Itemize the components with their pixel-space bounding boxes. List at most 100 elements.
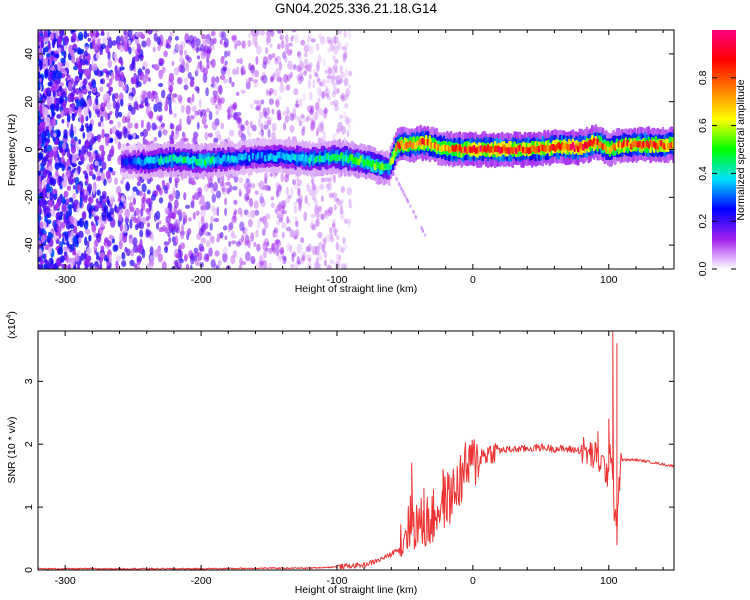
spectrogram-noise-cell: [317, 231, 323, 239]
spectrogram-noise-cell: [279, 30, 283, 37]
spectrogram-noise-cell: [99, 51, 103, 56]
spectrogram-noise-cell: [101, 161, 107, 171]
spectrogram-noise-cell: [234, 42, 238, 50]
spectrogram-noise-cell: [199, 262, 204, 268]
spectrogram-noise-cell: [118, 202, 123, 210]
spectrogram-noise-cell: [277, 254, 282, 261]
spectrogram-noise-cell: [61, 91, 67, 98]
spectrogram-noise-cell: [220, 31, 227, 41]
spectrogram-noise-cell: [264, 184, 270, 192]
spectrogram-noise-cell: [94, 160, 99, 167]
spectrogram-noise-cell: [318, 137, 321, 145]
snr-y-axis-title: SNR (10 * v/v): [6, 416, 18, 483]
spectrogram-noise-cell: [100, 172, 105, 182]
spectrogram-noise-cell: [67, 263, 71, 269]
spectrogram-noise-cell: [348, 198, 352, 204]
spectrogram-noise-cell: [308, 74, 312, 80]
spectrogram-noise-cell: [133, 216, 137, 223]
spectrogram-noise-cell: [141, 183, 147, 193]
spectrogram-noise-cell: [79, 127, 85, 132]
spectrogram-noise-cell: [285, 186, 289, 196]
spectrogram-noise-cell: [317, 97, 321, 103]
spectrogram-noise-cell: [76, 184, 81, 192]
spectrogram-noise-cell: [286, 49, 291, 56]
spectrogram-noise-cell: [276, 189, 281, 197]
spectrogram-noise-cell: [55, 169, 59, 177]
spectrogram-noise-cell: [257, 117, 261, 128]
spectrogram-noise-cell: [40, 234, 46, 243]
spectrogram-noise-cell: [256, 243, 261, 252]
spectrogram-noise-cell: [306, 185, 311, 192]
spectrogram-noise-cell: [92, 210, 96, 216]
spectrogram-noise-cell: [76, 57, 80, 65]
spectrogram-noise-cell: [50, 66, 55, 71]
spectrogram-noise-cell: [58, 175, 62, 186]
spectrogram-noise-cell: [94, 204, 100, 210]
spectrogram-noise-cell: [276, 186, 282, 191]
spectrogram-noise-cell: [171, 60, 175, 67]
spectrogram-noise-cell: [193, 132, 199, 139]
spectrogram-noise-cell: [262, 56, 268, 66]
spectrogram-noise-cell: [99, 144, 105, 152]
spectrogram-noise-cell: [184, 54, 190, 61]
spectrogram-noise-cell: [333, 35, 339, 44]
spectrogram-noise-cell: [195, 38, 201, 47]
spectrogram-noise-cell: [117, 121, 121, 128]
spectrogram-noise-cell: [108, 216, 113, 222]
spectrogram-noise-cell: [156, 185, 162, 192]
spectrogram-noise-cell: [99, 70, 104, 76]
colorbar-tick-label: 0.6: [697, 118, 709, 133]
spectrogram-noise-cell: [325, 233, 332, 243]
spectrogram-noise-cell: [295, 229, 300, 238]
spectrogram-noise-cell: [50, 51, 55, 56]
spectrogram-noise-cell: [60, 57, 66, 64]
spectrogram-noise-cell: [238, 264, 243, 269]
spectrogram-noise-cell: [70, 145, 76, 154]
spectrogram-noise-cell: [321, 91, 325, 100]
spectrogram-noise-cell: [145, 197, 152, 203]
spectrogram-noise-cell: [293, 183, 299, 190]
spectrogram-noise-cell: [38, 227, 41, 233]
spectrogram-noise-cell: [123, 30, 127, 35]
spectrogram-noise-cell: [110, 145, 115, 155]
spectrogram-noise-cell: [301, 251, 307, 261]
spectrogram-noise-cell: [61, 180, 67, 188]
spectrogram-noise-cell: [43, 145, 48, 154]
spectrogram-noise-cell: [215, 110, 219, 115]
spectrogram-noise-cell: [335, 260, 341, 269]
spectrogram-noise-cell: [332, 192, 338, 199]
snr-frame: [37, 330, 675, 571]
spectrogram-noise-cell: [207, 181, 211, 189]
colorbar-tick-label: 0.2: [697, 214, 709, 229]
spectrogram-noise-cell: [271, 123, 277, 132]
spectrogram-noise-cell: [222, 252, 228, 263]
spectrogram-noise-cell: [245, 195, 250, 201]
spectrogram-noise-cell: [85, 138, 89, 148]
spectrogram-noise-cell: [106, 251, 110, 259]
spectrogram-noise-cell: [292, 179, 296, 186]
x-tick-label: 0: [470, 274, 476, 286]
spectrogram-noise-cell: [136, 81, 142, 88]
spectrogram-noise-cell: [261, 74, 268, 84]
spectrogram-noise-cell: [88, 196, 94, 204]
spectrogram-noise-cell: [275, 99, 280, 108]
spectrogram-noise-cell: [132, 237, 138, 247]
spectrogram-noise-cell: [133, 263, 138, 268]
spectrogram-noise-cell: [154, 63, 159, 70]
spectrogram-noise-cell: [326, 79, 331, 84]
spectrogram-noise-cell: [310, 219, 315, 227]
spectrogram-noise-cell: [275, 205, 279, 211]
spectrogram-noise-cell: [203, 222, 209, 230]
spectrogram-noise-cell: [289, 229, 295, 238]
spectrogram-noise-cell: [336, 198, 340, 206]
spectrogram-noise-cell: [409, 204, 412, 208]
spectrogram-noise-cell: [250, 209, 256, 219]
spectrogram-noise-cell: [102, 68, 108, 73]
spectrogram-noise-cell: [88, 110, 92, 119]
spectrogram-noise-cell: [312, 116, 316, 126]
spectrogram-x-axis-title: Height of straight line (km): [295, 283, 418, 295]
spectrogram-noise-cell: [51, 118, 56, 127]
spectrogram-noise-cell: [134, 122, 139, 129]
spectrogram-noise-cell: [42, 253, 46, 260]
spectrogram-noise-cell: [124, 246, 128, 253]
